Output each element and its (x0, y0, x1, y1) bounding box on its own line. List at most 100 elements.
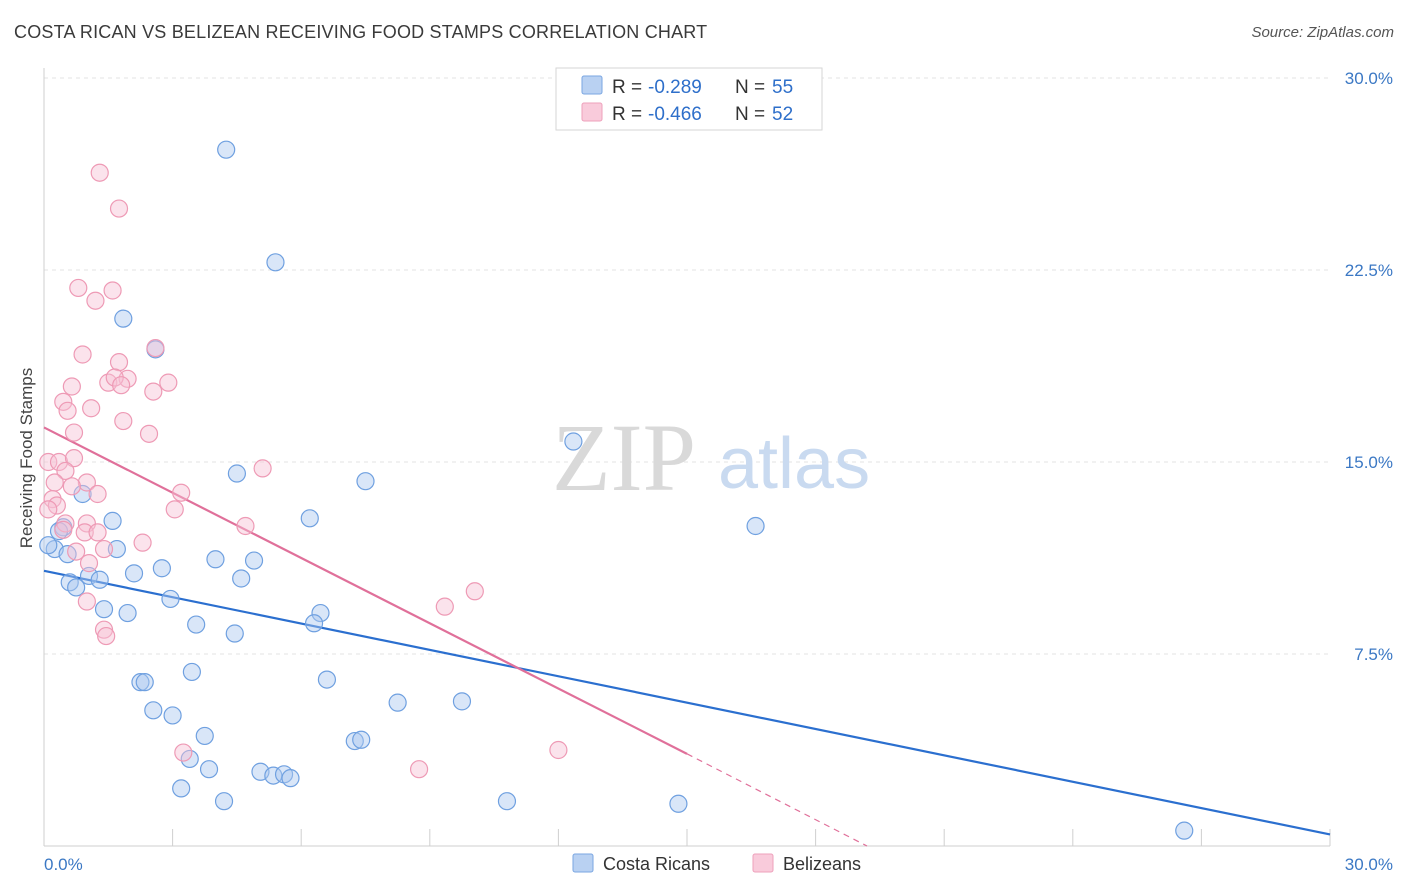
legend-r-value-0: -0.289 (648, 77, 702, 98)
point-costa-ricans-10 (746, 516, 765, 536)
point-belizeans-6 (146, 338, 165, 358)
legend-r-value-1: -0.466 (648, 104, 702, 125)
point-costa-ricans-54 (39, 536, 58, 555)
legend-n-value-1: 52 (772, 104, 793, 125)
y-tick-label-3: 30.0% (1345, 69, 1393, 88)
point-belizeans-46 (435, 597, 454, 616)
trend-lines (43, 426, 1331, 847)
point-belizeans-12 (62, 377, 81, 396)
bottom-legend-swatch-belizeans (752, 853, 774, 873)
point-belizeans-39 (75, 523, 94, 542)
point-belizeans-13 (112, 376, 131, 395)
point-belizeans-2 (69, 278, 88, 298)
y-tick-label-2: 22.5% (1345, 261, 1393, 280)
point-belizeans-19 (139, 424, 159, 443)
point-belizeans-18 (114, 411, 133, 431)
point-belizeans-25 (56, 461, 75, 481)
bottom-legend-belizeans: Belizeans (783, 854, 861, 874)
tick-labels: 7.5% 15.0% 22.5% 30.0% 0.0% 30.0% (44, 69, 1393, 874)
point-belizeans-11 (159, 373, 178, 392)
point-belizeans-52 (409, 760, 429, 779)
legend-r-label-1: R = (612, 104, 642, 125)
point-belizeans-26 (45, 473, 64, 492)
point-costa-ricans-49 (172, 779, 191, 798)
point-belizeans-43 (133, 533, 152, 552)
trend-line-costa-ricans (43, 569, 1331, 836)
x-tick-label-1: 30.0% (1345, 855, 1393, 874)
point-belizeans-7 (109, 353, 129, 372)
trend-line-belizeans (43, 426, 688, 755)
point-costa-ricans-36 (388, 693, 407, 712)
point-costa-ricans-19 (152, 559, 171, 578)
point-costa-ricans-30 (187, 615, 206, 634)
legend-n-label-1: N = (735, 104, 765, 125)
point-belizeans-23 (49, 452, 69, 472)
point-belizeans-24 (64, 449, 84, 468)
point-belizeans-42 (94, 539, 114, 559)
point-belizeans-36 (54, 520, 73, 539)
point-costa-ricans-32 (182, 662, 201, 682)
point-costa-ricans-40 (195, 726, 214, 746)
point-costa-ricans-26 (94, 600, 114, 619)
point-costa-ricans-34 (135, 673, 154, 692)
point-belizeans-1 (109, 199, 129, 218)
point-belizeans-4 (86, 291, 105, 310)
point-belizeans-3 (103, 281, 122, 300)
point-costa-ricans-5 (227, 464, 246, 483)
point-costa-ricans-41 (345, 731, 364, 751)
point-costa-ricans-22 (67, 578, 86, 597)
point-costa-ricans-44 (199, 760, 219, 779)
point-belizeans-40 (88, 523, 107, 542)
point-belizeans-5 (73, 345, 92, 364)
point-belizeans-21 (253, 459, 272, 478)
point-costa-ricans-53 (1175, 821, 1194, 840)
watermark-zip: ZIP (552, 404, 696, 511)
point-costa-ricans-15 (107, 539, 126, 559)
y-axis-label: Receiving Food Stamps (17, 368, 36, 548)
bottom-legend-swatch-costa-ricans (572, 853, 594, 873)
y-tick-label-0: 7.5% (1354, 645, 1393, 664)
point-costa-ricans-23 (90, 570, 109, 589)
point-belizeans-14 (144, 382, 163, 401)
chart-title: COSTA RICAN VS BELIZEAN RECEIVING FOOD S… (14, 22, 708, 42)
y-tick-label-1: 15.0% (1345, 453, 1393, 472)
legend-n-label-0: N = (735, 77, 765, 98)
point-costa-ricans-35 (317, 670, 337, 689)
point-costa-ricans-42 (352, 730, 371, 749)
point-belizeans-44 (79, 554, 99, 573)
point-costa-ricans-24 (232, 569, 251, 588)
point-costa-ricans-31 (225, 624, 244, 643)
point-belizeans-50 (174, 743, 193, 762)
point-belizeans-29 (172, 483, 191, 502)
point-costa-ricans-0 (217, 140, 236, 159)
point-costa-ricans-29 (304, 614, 324, 633)
bottom-legend: Costa Ricans Belizeans (572, 853, 861, 874)
point-costa-ricans-6 (356, 472, 375, 491)
point-costa-ricans-25 (161, 589, 180, 609)
point-belizeans-0 (90, 163, 109, 182)
point-costa-ricans-28 (311, 603, 330, 623)
point-belizeans-34 (165, 500, 184, 519)
point-belizeans-22 (39, 452, 58, 472)
point-belizeans-27 (77, 473, 96, 492)
point-costa-ricans-39 (163, 706, 182, 725)
point-costa-ricans-38 (144, 701, 163, 720)
point-belizeans-49 (97, 626, 116, 646)
point-costa-ricans-18 (124, 564, 144, 583)
legend-n-value-0: 55 (772, 77, 793, 98)
bottom-legend-costa-ricans: Costa Ricans (603, 854, 710, 874)
point-costa-ricans-37 (452, 692, 472, 711)
point-costa-ricans-20 (79, 566, 99, 586)
point-costa-ricans-17 (244, 551, 264, 570)
point-costa-ricans-9 (300, 509, 319, 528)
legend-swatch-costa-ricans (581, 75, 603, 95)
point-costa-ricans-8 (103, 511, 122, 530)
point-costa-ricans-1 (266, 253, 285, 272)
point-costa-ricans-2 (114, 309, 133, 328)
legend: R = -0.289 N = 55 R = -0.466 N = 52 (555, 67, 823, 131)
point-belizeans-30 (88, 484, 107, 504)
point-costa-ricans-52 (669, 794, 688, 813)
legend-r-label-0: R = (612, 77, 642, 98)
point-belizeans-32 (47, 496, 66, 515)
